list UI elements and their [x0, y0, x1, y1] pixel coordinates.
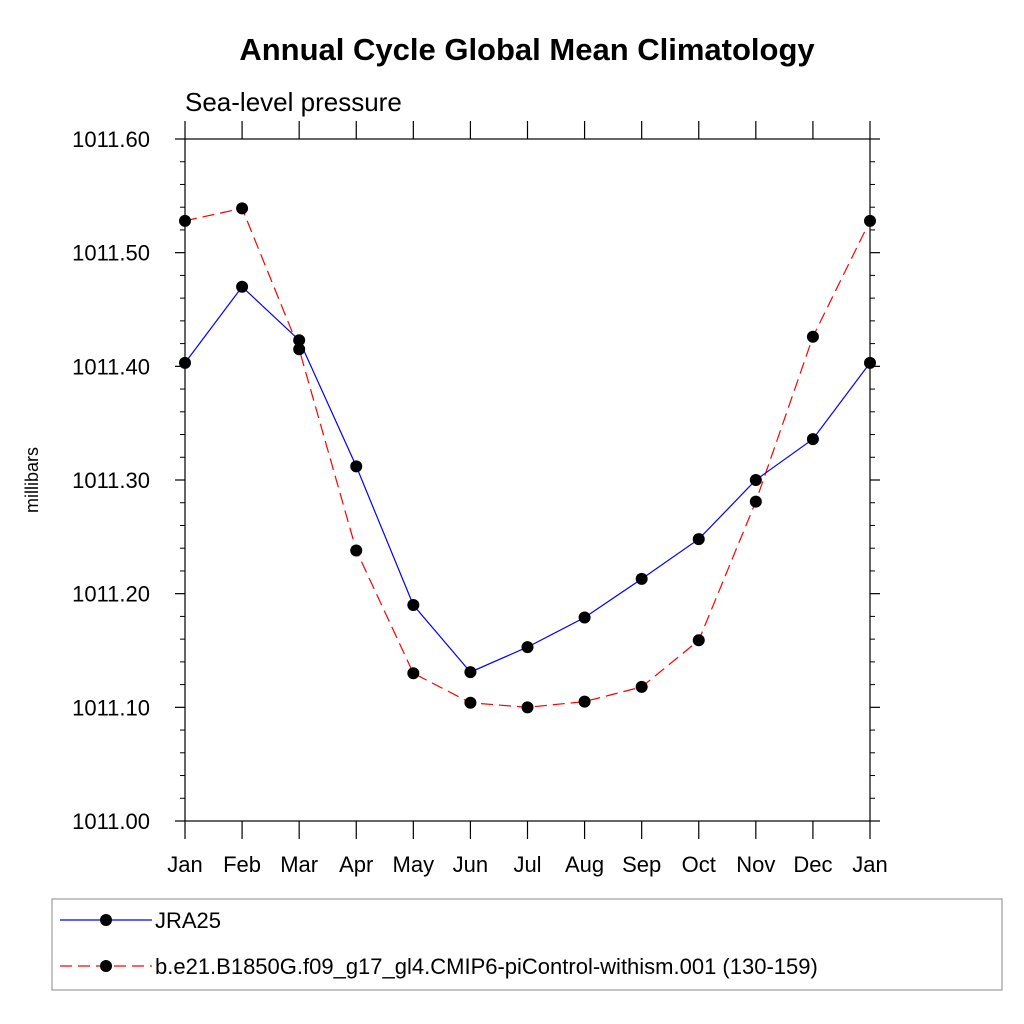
data-point-series-1 — [179, 214, 191, 227]
x-tick-label: Oct — [682, 852, 716, 877]
chart-title: Annual Cycle Global Mean Climatology — [239, 32, 815, 67]
x-tick-label: Jan — [167, 852, 202, 877]
data-point-series-1 — [864, 214, 876, 227]
data-point-series-0 — [521, 641, 534, 654]
data-point-series-0 — [407, 599, 420, 612]
x-tick-label: Nov — [736, 852, 775, 877]
y-tick-label: 1011.40 — [72, 354, 150, 379]
y-tick-label: 1011.10 — [72, 695, 150, 720]
data-point-series-1 — [407, 667, 420, 680]
y-tick-label: 1011.50 — [72, 241, 150, 266]
x-tick-label: Aug — [565, 852, 604, 877]
data-point-series-0 — [179, 356, 191, 369]
legend-label-1: b.e21.B1850G.f09_g17_gl4.CMIP6-piControl… — [155, 954, 818, 979]
data-point-series-1 — [692, 634, 705, 647]
legend-items: JRA25 b.e21.B1850G.f09_g17_gl4.CMIP6-piCo… — [60, 908, 818, 979]
legend-label-0: JRA25 — [155, 908, 221, 933]
legend-marker-1 — [100, 960, 112, 972]
data-point-series-0 — [864, 356, 876, 369]
y-tick-label: 1011.30 — [72, 468, 150, 493]
series-layer — [179, 202, 876, 714]
series-line-1 — [184, 207, 871, 708]
y-tick-label: 1011.00 — [72, 809, 150, 834]
x-tick-label: Jul — [513, 852, 541, 877]
data-point-series-1 — [635, 680, 648, 693]
legend: JRA25 b.e21.B1850G.f09_g17_gl4.CMIP6-piCo… — [51, 898, 1003, 991]
data-point-series-0 — [749, 474, 762, 486]
data-point-series-0 — [293, 334, 306, 347]
y-axis-label: millibars — [22, 447, 42, 513]
axes-layer: 1011.00 1011.10 1011.20 1011.30 1011.40 1011.… — [72, 121, 888, 877]
y-tick-label: 1011.60 — [72, 127, 150, 152]
data-point-series-1 — [350, 544, 363, 557]
data-point-series-1 — [578, 695, 591, 708]
data-point-series-0 — [692, 533, 705, 546]
data-point-series-0 — [236, 280, 249, 293]
data-point-series-1 — [806, 330, 819, 343]
x-tick-label: Apr — [339, 852, 373, 877]
x-tick-label: Dec — [793, 852, 832, 877]
legend-marker-0 — [100, 914, 112, 926]
x-tick-label: May — [393, 852, 435, 877]
x-tick-label: Jun — [453, 852, 488, 877]
data-point-series-0 — [635, 572, 648, 585]
legend-frame — [51, 898, 1003, 991]
x-tick-label: Sep — [622, 852, 661, 877]
data-point-series-0 — [350, 460, 363, 473]
data-point-series-0 — [806, 433, 819, 446]
data-point-series-1 — [293, 343, 306, 356]
chart-subtitle: Sea-level pressure — [185, 87, 402, 117]
data-point-series-0 — [578, 611, 591, 624]
x-tick-label: Feb — [223, 852, 261, 877]
plot-frame — [184, 138, 871, 822]
data-point-series-1 — [521, 701, 534, 714]
data-point-series-1 — [464, 696, 477, 709]
x-tick-label: Mar — [280, 852, 318, 877]
data-point-series-0 — [464, 666, 477, 679]
series-line-0 — [184, 285, 871, 673]
data-point-series-1 — [236, 202, 249, 215]
x-tick-label: Jan — [852, 852, 887, 877]
y-tick-label: 1011.20 — [72, 582, 150, 607]
data-point-series-1 — [749, 495, 762, 508]
